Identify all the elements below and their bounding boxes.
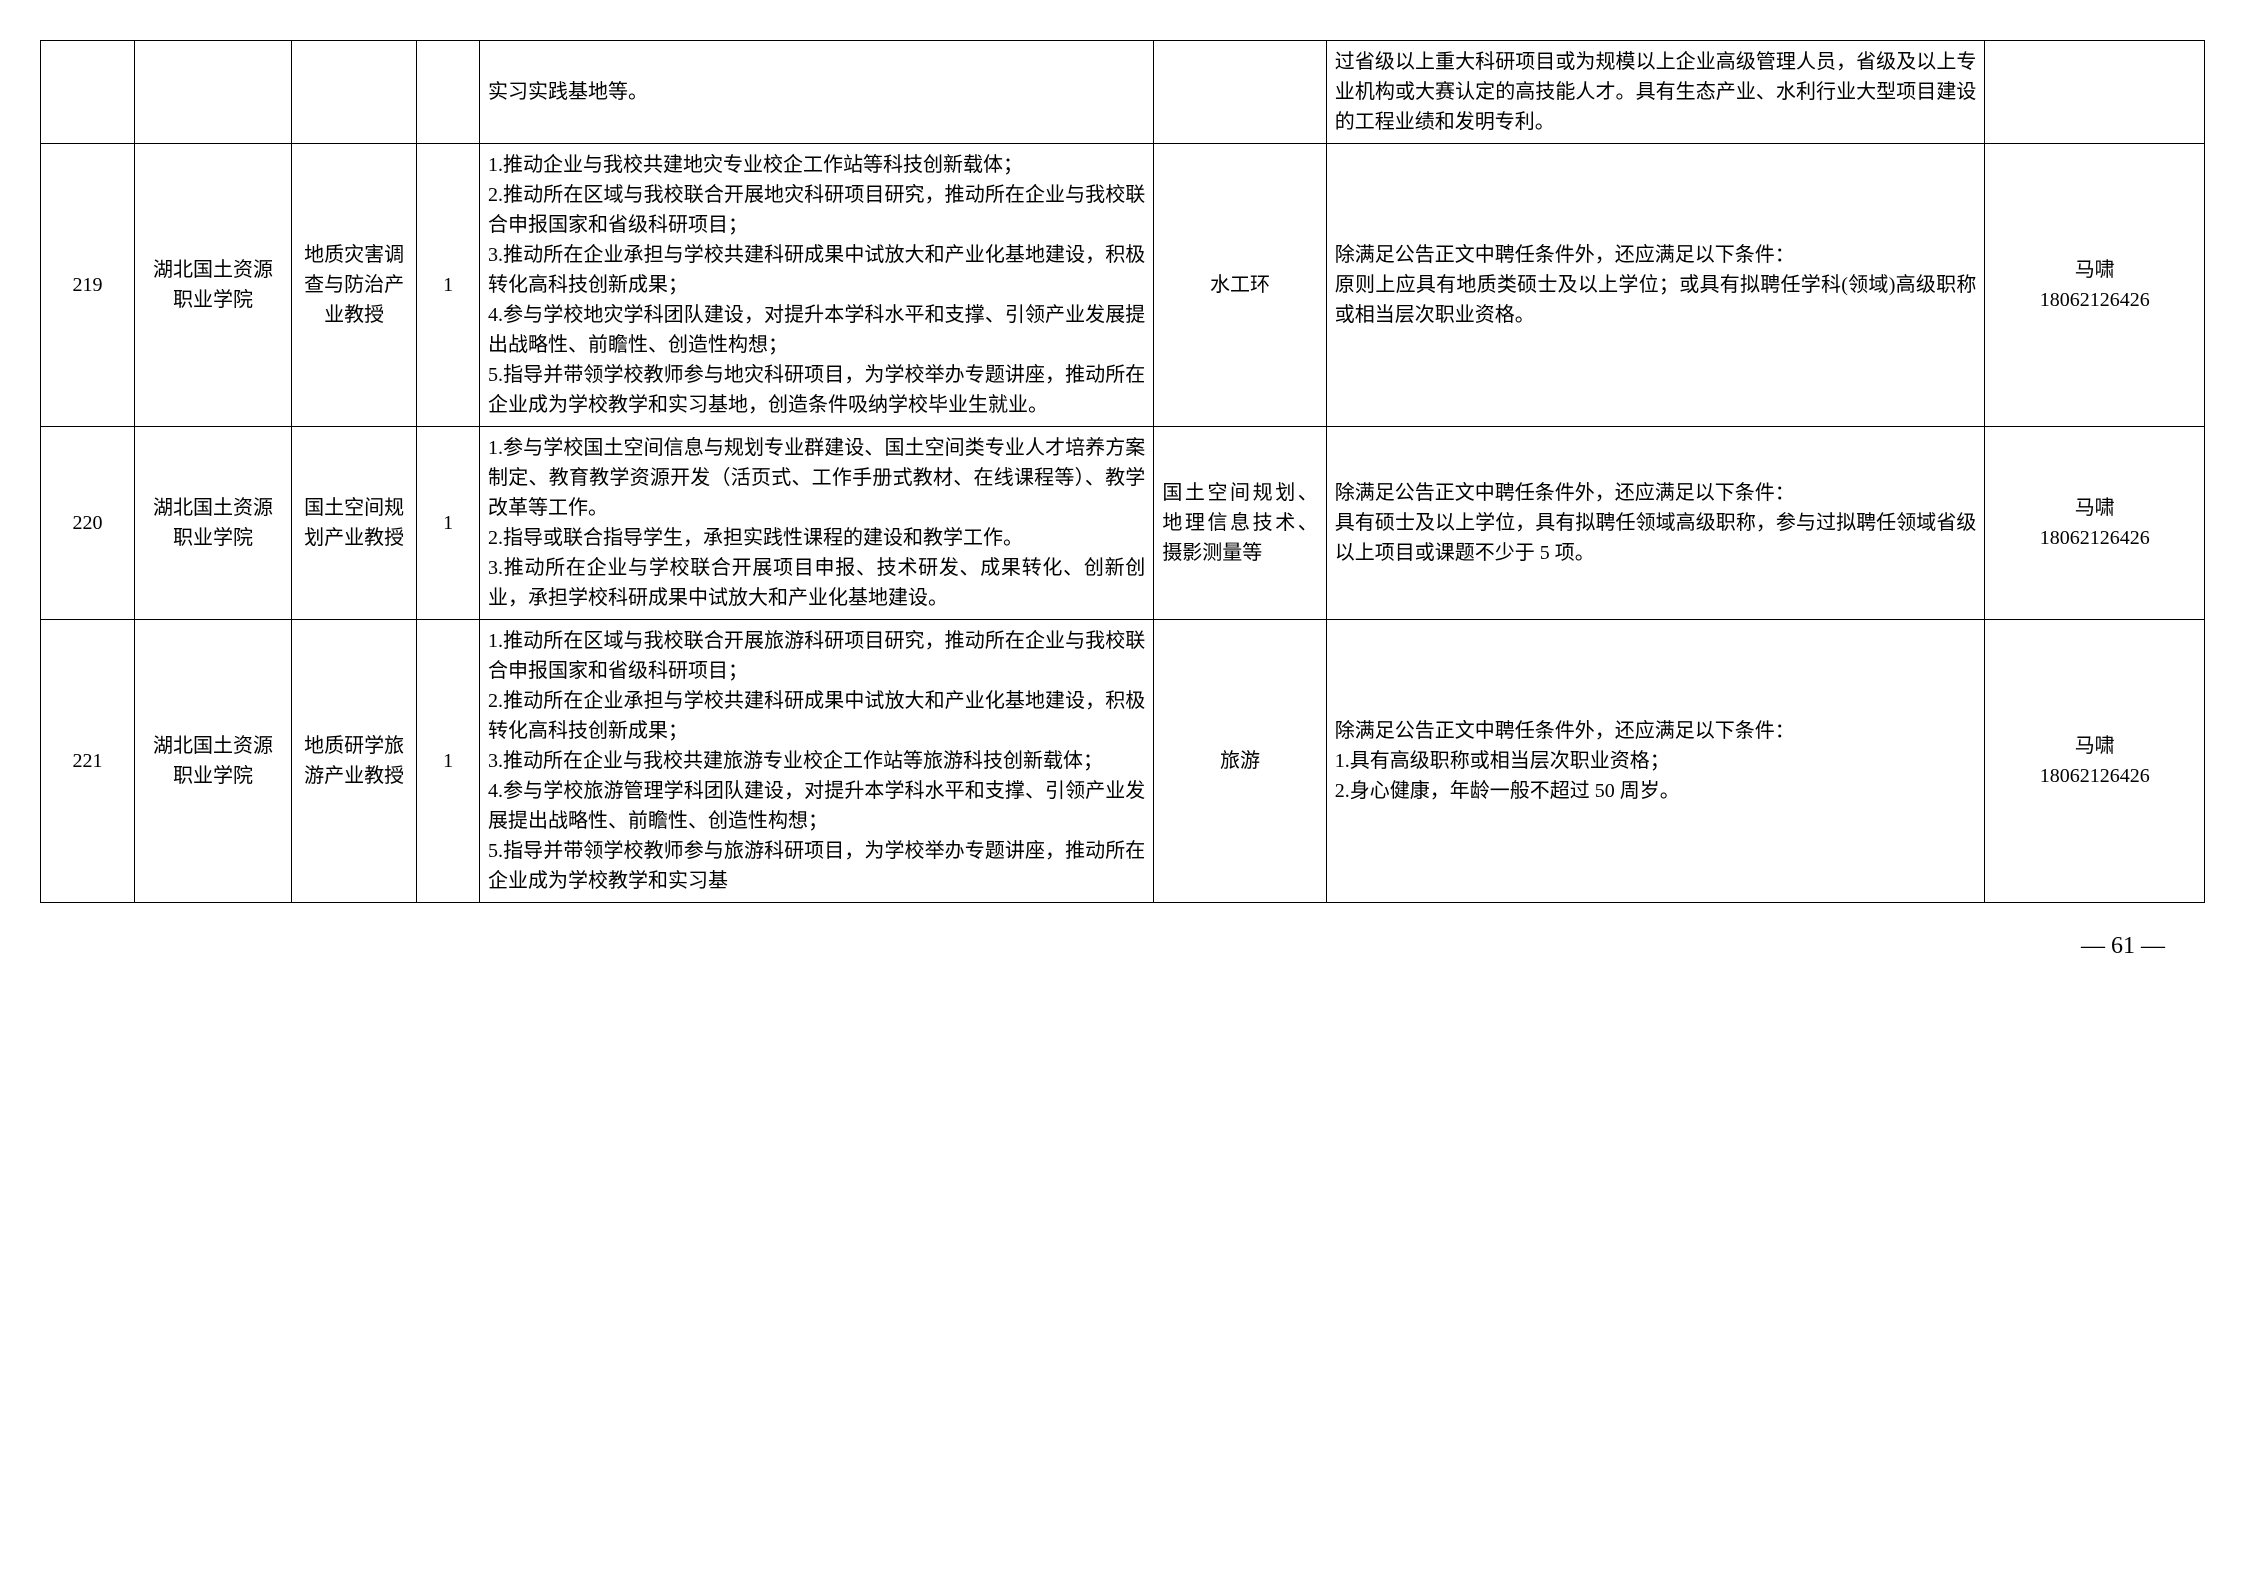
cell-seq: [41, 41, 135, 144]
cell-position: [291, 41, 416, 144]
table-row: 实习实践基地等。 过省级以上重大科研项目或为规模以上企业高级管理人员，省级及以上专…: [41, 41, 2205, 144]
table-body: 实习实践基地等。 过省级以上重大科研项目或为规模以上企业高级管理人员，省级及以上专…: [41, 41, 2205, 903]
table-row: 221湖北国土资源职业学院地质研学旅游产业教授11.推动所在区域与我校联合开展旅…: [41, 620, 2205, 903]
cell-position: 地质灾害调查与防治产业教授: [291, 144, 416, 427]
cell-major: [1154, 41, 1326, 144]
cell-unit: 湖北国土资源职业学院: [135, 427, 292, 620]
cell-requirements: 除满足公告正文中聘任条件外，还应满足以下条件： 原则上应具有地质类硕士及以上学位…: [1326, 144, 1985, 427]
cell-requirements: 过省级以上重大科研项目或为规模以上企业高级管理人员，省级及以上专业机构或大赛认定…: [1326, 41, 1985, 144]
cell-unit: [135, 41, 292, 144]
cell-count: [417, 41, 480, 144]
table-row: 219湖北国土资源职业学院地质灾害调查与防治产业教授11.推动企业与我校共建地灾…: [41, 144, 2205, 427]
cell-duties: 实习实践基地等。: [480, 41, 1154, 144]
cell-count: 1: [417, 427, 480, 620]
cell-major: 水工环: [1154, 144, 1326, 427]
cell-unit: 湖北国土资源职业学院: [135, 620, 292, 903]
cell-position: 地质研学旅游产业教授: [291, 620, 416, 903]
cell-requirements: 除满足公告正文中聘任条件外，还应满足以下条件： 具有硕士及以上学位，具有拟聘任领…: [1326, 427, 1985, 620]
cell-seq: 221: [41, 620, 135, 903]
cell-duties: 1.推动所在区域与我校联合开展旅游科研项目研究，推动所在企业与我校联合申报国家和…: [480, 620, 1154, 903]
cell-duties: 1.推动企业与我校共建地灾专业校企工作站等科技创新载体； 2.推动所在区域与我校…: [480, 144, 1154, 427]
cell-unit: 湖北国土资源职业学院: [135, 144, 292, 427]
cell-major: 国土空间规划、地理信息技术、摄影测量等: [1154, 427, 1326, 620]
cell-major: 旅游: [1154, 620, 1326, 903]
cell-contact: 马啸 18062126426: [1985, 620, 2205, 903]
cell-contact: [1985, 41, 2205, 144]
cell-contact: 马啸 18062126426: [1985, 427, 2205, 620]
cell-count: 1: [417, 144, 480, 427]
recruitment-table: 实习实践基地等。 过省级以上重大科研项目或为规模以上企业高级管理人员，省级及以上专…: [40, 40, 2205, 903]
table-row: 220湖北国土资源职业学院国土空间规划产业教授11.参与学校国土空间信息与规划专…: [41, 427, 2205, 620]
cell-position: 国土空间规划产业教授: [291, 427, 416, 620]
cell-duties: 1.参与学校国土空间信息与规划专业群建设、国土空间类专业人才培养方案制定、教育教…: [480, 427, 1154, 620]
cell-requirements: 除满足公告正文中聘任条件外，还应满足以下条件： 1.具有高级职称或相当层次职业资…: [1326, 620, 1985, 903]
cell-seq: 219: [41, 144, 135, 427]
cell-contact: 马啸 18062126426: [1985, 144, 2205, 427]
page-number: — 61 —: [40, 933, 2205, 960]
cell-seq: 220: [41, 427, 135, 620]
cell-count: 1: [417, 620, 480, 903]
